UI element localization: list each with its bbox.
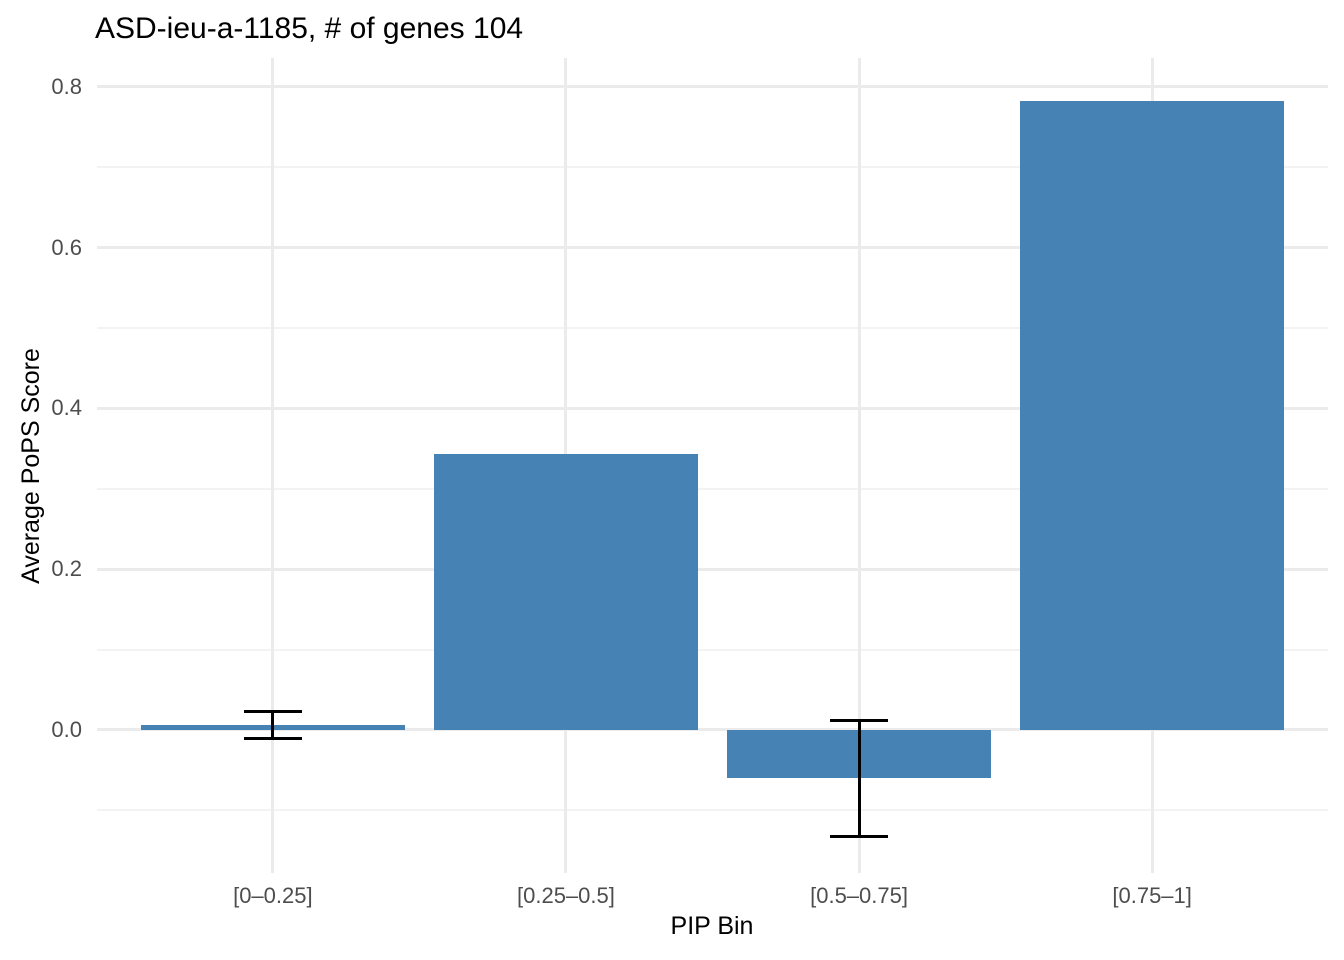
x-tick-label: [0.5–0.75]	[810, 883, 908, 908]
major-gridline-y	[97, 567, 1328, 571]
error-bar-cap-top	[243, 709, 303, 713]
minor-gridline-y	[97, 166, 1328, 169]
minor-gridline-y	[97, 648, 1328, 651]
major-gridline-y	[97, 406, 1328, 410]
minor-gridline-y	[97, 809, 1328, 812]
y-axis-title: Average PoPS Score	[17, 348, 45, 584]
bar	[1020, 100, 1285, 730]
chart-title: ASD-ieu-a-1185, # of genes 104	[95, 12, 524, 45]
plot-panel	[97, 58, 1328, 873]
bar	[434, 454, 698, 730]
minor-gridline-y	[97, 327, 1328, 330]
major-gridline-y	[97, 246, 1328, 250]
major-gridline-x	[271, 58, 275, 873]
x-tick-label: [0.75–1]	[1112, 883, 1192, 908]
x-axis-title: PIP Bin	[670, 912, 754, 940]
major-gridline-x	[857, 58, 861, 873]
major-gridline-y	[97, 85, 1328, 89]
y-tick-label: 0.0	[51, 716, 82, 742]
y-tick-label: 0.8	[51, 73, 82, 99]
x-tick-label: [0.25–0.5]	[517, 883, 615, 908]
error-bar-cap-bottom	[243, 737, 303, 741]
minor-gridline-y	[97, 487, 1328, 490]
error-bar-line	[271, 711, 275, 739]
x-tick-label: [0–0.25]	[233, 883, 313, 908]
major-gridline-y	[97, 728, 1328, 732]
y-tick-label: 0.2	[51, 556, 82, 582]
error-bar-cap-bottom	[829, 834, 889, 838]
error-bar-line	[857, 720, 861, 837]
y-tick-label: 0.4	[51, 395, 82, 421]
error-bar-cap-top	[829, 718, 889, 722]
y-tick-label: 0.6	[51, 234, 82, 260]
